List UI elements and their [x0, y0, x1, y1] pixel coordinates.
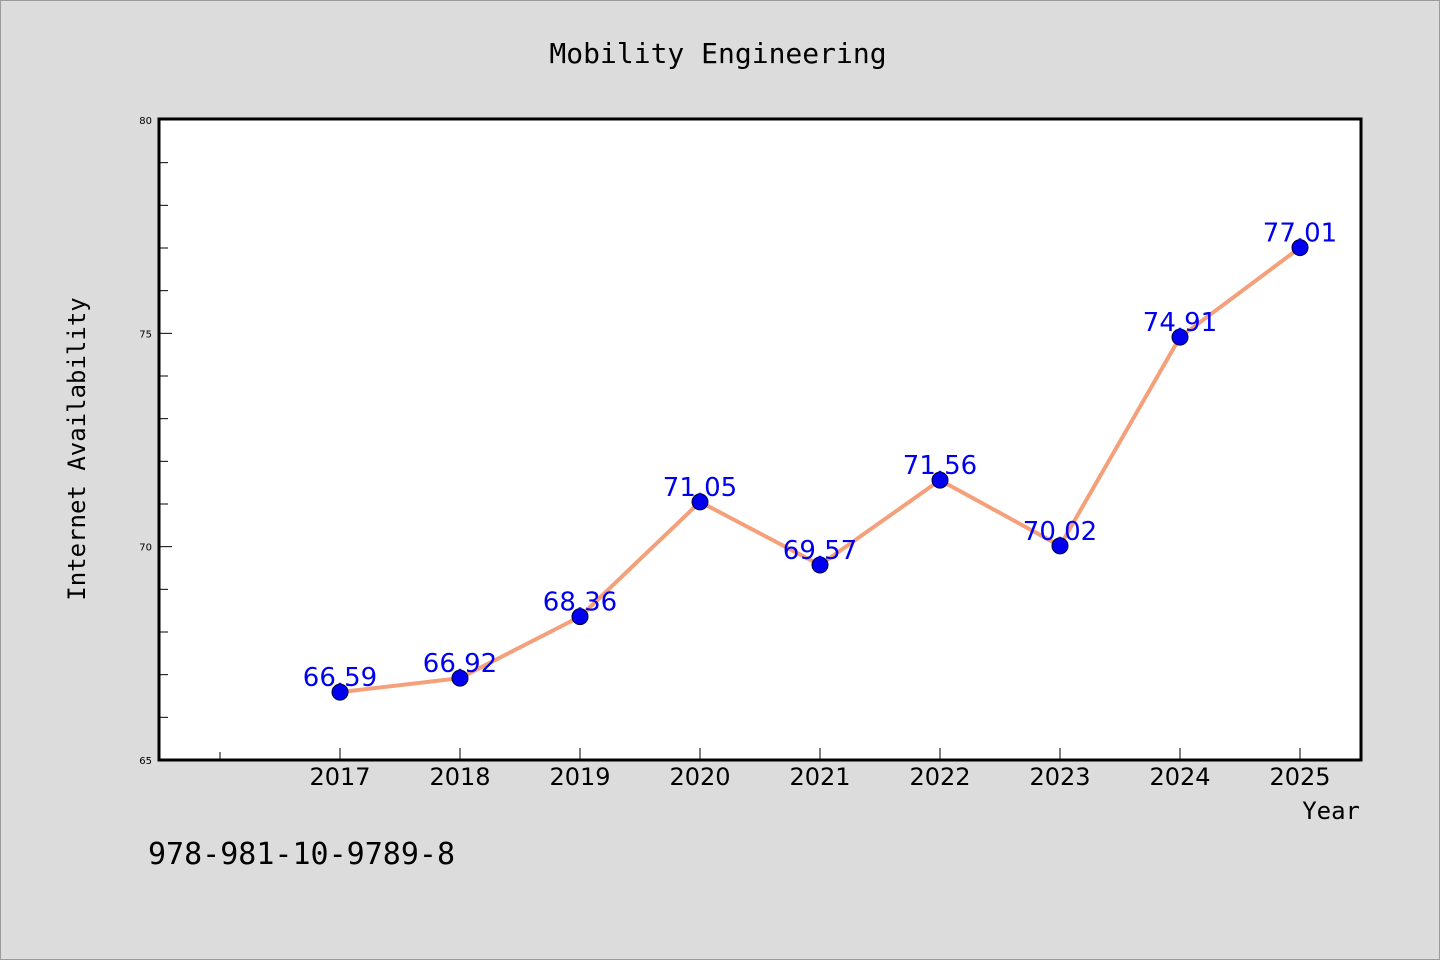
data-labels: 66.59 66.92 68.36 71.05 69.57 71.56 70.02 74.91… — [303, 219, 1337, 694]
x-tick-label-2017: 2017 — [309, 763, 370, 791]
data-point-2025 — [1291, 239, 1309, 257]
y-axis: 65 70 75 80 — [139, 116, 172, 767]
y-tick-label: 70 — [139, 543, 152, 554]
x-tick-label-2018: 2018 — [429, 763, 490, 791]
data-point-2021 — [811, 556, 829, 574]
data-point-2018 — [451, 669, 469, 687]
data-label-2019: 68.36 — [543, 588, 617, 618]
x-tick-label-2025: 2025 — [1269, 763, 1330, 791]
x-tick-label-2023: 2023 — [1029, 763, 1090, 791]
x-tick-label-2021: 2021 — [789, 763, 850, 791]
x-tick-label-2020: 2020 — [669, 763, 730, 791]
data-label-2024: 74.91 — [1143, 308, 1217, 338]
y-tick-label: 80 — [139, 116, 152, 127]
data-point-2020 — [691, 493, 709, 511]
data-label-2025: 77.01 — [1263, 219, 1337, 249]
plot-area — [157, 117, 1363, 762]
footnote-isbn: 978-981-10-9789-8 — [148, 837, 455, 872]
x-axis: 2017 2018 2019 2020 2021 2022 2023 2024 2025 — [219, 748, 1331, 791]
data-point-2022 — [931, 471, 949, 489]
x-axis-label: Year — [1302, 797, 1360, 825]
y-axis-label: Internet Availability — [63, 297, 91, 600]
data-point-2024 — [1171, 328, 1189, 346]
data-label-2018: 66.92 — [423, 649, 497, 679]
data-point-2017 — [331, 683, 349, 701]
data-label-2021: 69.57 — [783, 536, 857, 566]
x-tick-label-2022: 2022 — [909, 763, 970, 791]
data-label-2020: 71.05 — [663, 473, 737, 503]
data-label-2022: 71.56 — [903, 451, 977, 481]
y-tick-label: 65 — [139, 756, 152, 767]
series-markers — [331, 239, 1309, 701]
chart-title: Mobility Engineering — [549, 37, 886, 70]
data-point-2019 — [571, 608, 589, 626]
data-label-2017: 66.59 — [303, 663, 377, 693]
x-tick-label-2024: 2024 — [1149, 763, 1210, 791]
y-tick-label: 75 — [139, 329, 152, 340]
x-tick-label-2019: 2019 — [549, 763, 610, 791]
data-point-2023 — [1051, 537, 1069, 555]
data-label-2023: 70.02 — [1023, 517, 1097, 547]
